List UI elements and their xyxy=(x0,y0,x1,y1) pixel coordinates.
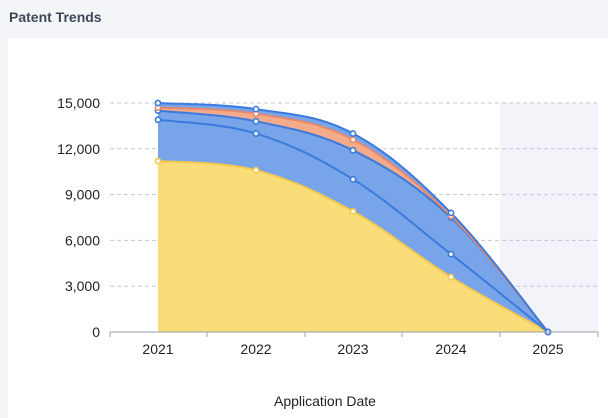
x-axis-title: Application Date xyxy=(274,393,376,409)
x-tick-label: 2025 xyxy=(532,341,563,357)
y-tick-label: 6,000 xyxy=(65,232,100,248)
series-5-point[interactable] xyxy=(448,210,453,215)
series-2-point[interactable] xyxy=(253,131,258,136)
x-tick-label: 2023 xyxy=(337,341,368,357)
series-3-point[interactable] xyxy=(350,148,355,153)
series-1-point[interactable] xyxy=(253,168,258,173)
y-tick-label: 0 xyxy=(92,324,100,340)
y-tick-label: 12,000 xyxy=(57,141,100,157)
x-tick-label: 2021 xyxy=(142,341,173,357)
series-4-point[interactable] xyxy=(350,137,355,142)
series-2-point[interactable] xyxy=(448,252,453,257)
series-5-point[interactable] xyxy=(253,107,258,112)
series-5-point[interactable] xyxy=(350,131,355,136)
x-tick-label: 2024 xyxy=(435,341,466,357)
series-1-point[interactable] xyxy=(350,209,355,214)
patent-trends-chart: 0 3,000 6,000 9,000 12,000 15,000 2021 2022 2023… xyxy=(0,0,608,418)
series-2-point[interactable] xyxy=(350,177,355,182)
series-3-point[interactable] xyxy=(253,119,258,124)
series-2-point[interactable] xyxy=(155,117,160,122)
series-1-point[interactable] xyxy=(155,158,160,163)
series-1-point[interactable] xyxy=(448,274,453,279)
x-tick-label: 2022 xyxy=(240,341,271,357)
series-5-point[interactable] xyxy=(155,100,160,105)
y-tick-label: 3,000 xyxy=(65,278,100,294)
y-tick-label: 9,000 xyxy=(65,187,100,203)
y-tick-label: 15,000 xyxy=(57,95,100,111)
